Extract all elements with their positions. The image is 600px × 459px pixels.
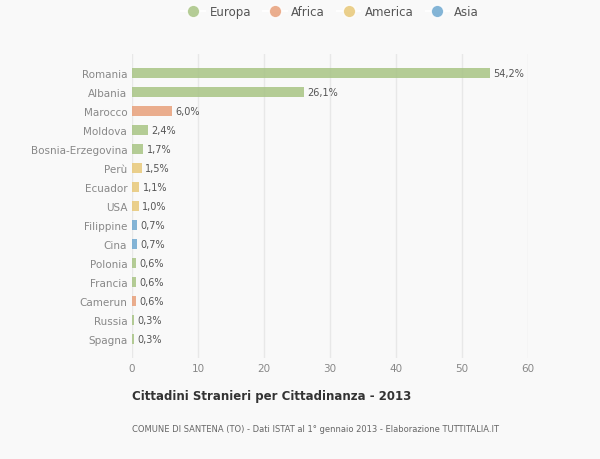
- Text: 54,2%: 54,2%: [493, 69, 524, 79]
- Bar: [132, 69, 490, 79]
- Bar: [132, 202, 139, 212]
- Text: Cittadini Stranieri per Cittadinanza - 2013: Cittadini Stranieri per Cittadinanza - 2…: [132, 389, 411, 403]
- Text: 0,7%: 0,7%: [140, 240, 164, 249]
- Text: 6,0%: 6,0%: [175, 107, 199, 117]
- Text: COMUNE DI SANTENA (TO) - Dati ISTAT al 1° gennaio 2013 - Elaborazione TUTTITALIA: COMUNE DI SANTENA (TO) - Dati ISTAT al 1…: [132, 425, 499, 433]
- Bar: [132, 182, 139, 193]
- Bar: [132, 126, 148, 136]
- Bar: [132, 106, 172, 117]
- Text: 0,7%: 0,7%: [140, 220, 164, 230]
- Bar: [132, 163, 142, 174]
- Bar: [132, 258, 136, 269]
- Text: 2,4%: 2,4%: [151, 126, 176, 136]
- Text: 0,3%: 0,3%: [137, 334, 162, 344]
- Text: 0,6%: 0,6%: [139, 296, 164, 306]
- Text: 26,1%: 26,1%: [308, 88, 338, 98]
- Bar: [132, 315, 134, 325]
- Bar: [132, 277, 136, 287]
- Bar: [132, 239, 137, 250]
- Text: 1,7%: 1,7%: [146, 145, 171, 155]
- Bar: [132, 88, 304, 98]
- Text: 1,1%: 1,1%: [143, 183, 167, 193]
- Text: 0,6%: 0,6%: [139, 277, 164, 287]
- Bar: [132, 145, 143, 155]
- Text: 0,6%: 0,6%: [139, 258, 164, 269]
- Bar: [132, 296, 136, 307]
- Bar: [132, 334, 134, 344]
- Text: 0,3%: 0,3%: [137, 315, 162, 325]
- Text: 1,5%: 1,5%: [145, 164, 170, 174]
- Bar: [132, 220, 137, 231]
- Legend: Europa, Africa, America, Asia: Europa, Africa, America, Asia: [181, 6, 479, 19]
- Text: 1,0%: 1,0%: [142, 202, 166, 212]
